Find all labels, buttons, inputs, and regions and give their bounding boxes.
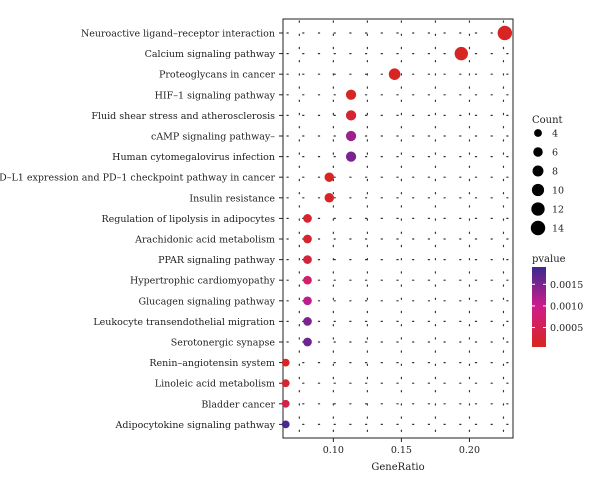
data-point xyxy=(303,296,312,306)
data-point xyxy=(345,151,357,162)
pvalue-legend-title: pvalue xyxy=(532,254,566,265)
term-label: Hypertrophic cardiomyopathy xyxy=(130,276,276,287)
count-legend-title: Count xyxy=(532,115,563,126)
data-point xyxy=(303,337,312,347)
term-label: Regulation of lipolysis in adipocytes xyxy=(101,214,275,225)
term-label: Serotonergic synapse xyxy=(171,338,276,349)
data-point xyxy=(303,275,312,285)
count-legend-key xyxy=(531,202,545,216)
data-point xyxy=(281,420,290,429)
data-point xyxy=(281,399,290,408)
data-points xyxy=(281,25,513,429)
data-point xyxy=(324,172,335,182)
term-labels: Neuroactive ligand–receptor interaction C… xyxy=(0,29,283,431)
term-label: Adipocytokine signaling pathway xyxy=(115,420,276,431)
term-label: Bladder cancer xyxy=(201,399,275,410)
count-legend-key xyxy=(532,165,544,177)
data-point xyxy=(454,46,468,61)
term-label: Arachidonic acid metabolism xyxy=(134,235,275,246)
pvalue-colorbar xyxy=(532,267,546,347)
term-label: Renin–angiotensin system xyxy=(149,358,275,369)
x-tick-label: 0.20 xyxy=(459,445,480,456)
term-label: HIF–1 signaling pathway xyxy=(155,90,276,101)
count-legend-label: 4 xyxy=(552,129,558,140)
pvalue-tick-label: 0.0005 xyxy=(550,323,583,334)
data-point xyxy=(324,193,335,203)
data-point xyxy=(281,358,290,367)
pvalue-tick-label: 0.0010 xyxy=(550,301,583,312)
term-label: Glucagen signaling pathway xyxy=(139,296,276,307)
term-label: Neuroactive ligand–receptor interaction xyxy=(81,29,275,40)
term-label: Fluid shear stress and atherosclerosis xyxy=(91,111,275,122)
count-legend-key xyxy=(534,129,542,137)
count-legend-key xyxy=(530,220,546,236)
plot-panel xyxy=(282,18,514,439)
term-label: cAMP signaling pathway– xyxy=(151,132,275,143)
data-point xyxy=(345,110,357,121)
pvalue-legend: pvalue 0.0005 0.0010 0.0015 xyxy=(532,254,583,347)
term-label: Linoleic acid metabolism xyxy=(155,379,275,390)
x-tick-label: 0.10 xyxy=(323,445,344,456)
count-legend-label: 10 xyxy=(552,186,564,197)
x-tick-label: 0.15 xyxy=(391,445,412,456)
term-label: Insulin resistance xyxy=(189,193,275,204)
term-label: PD–L1 expression and PD–1 checkpoint pat… xyxy=(0,173,275,184)
x-axis: 0.10 0.15 0.20 xyxy=(323,438,480,456)
data-point xyxy=(345,130,357,142)
data-point xyxy=(497,25,513,41)
data-point xyxy=(388,68,401,80)
count-legend-label: 6 xyxy=(552,148,558,159)
data-point xyxy=(281,379,290,388)
count-legend: Count 4 6 8 10 12 14 xyxy=(530,115,564,236)
term-label: PPAR signaling pathway xyxy=(158,255,275,266)
data-point xyxy=(303,255,312,264)
count-legend-label: 14 xyxy=(552,224,564,235)
data-point xyxy=(345,89,357,100)
count-legend-key xyxy=(531,183,545,197)
term-label: Calcium signaling pathway xyxy=(145,49,276,60)
term-label: Proteoglycans in cancer xyxy=(159,70,276,81)
x-axis-title: GeneRatio xyxy=(371,462,424,473)
pvalue-tick-label: 0.0015 xyxy=(550,280,583,291)
count-legend-label: 8 xyxy=(552,167,558,178)
data-point xyxy=(303,317,312,326)
data-point xyxy=(303,214,312,223)
count-legend-label: 12 xyxy=(552,205,564,216)
data-point xyxy=(303,234,312,244)
term-label: Leukocyte transendothelial migration xyxy=(93,317,275,328)
term-label: Human cytomegalovirus infection xyxy=(112,152,275,163)
count-legend-key xyxy=(533,147,543,157)
